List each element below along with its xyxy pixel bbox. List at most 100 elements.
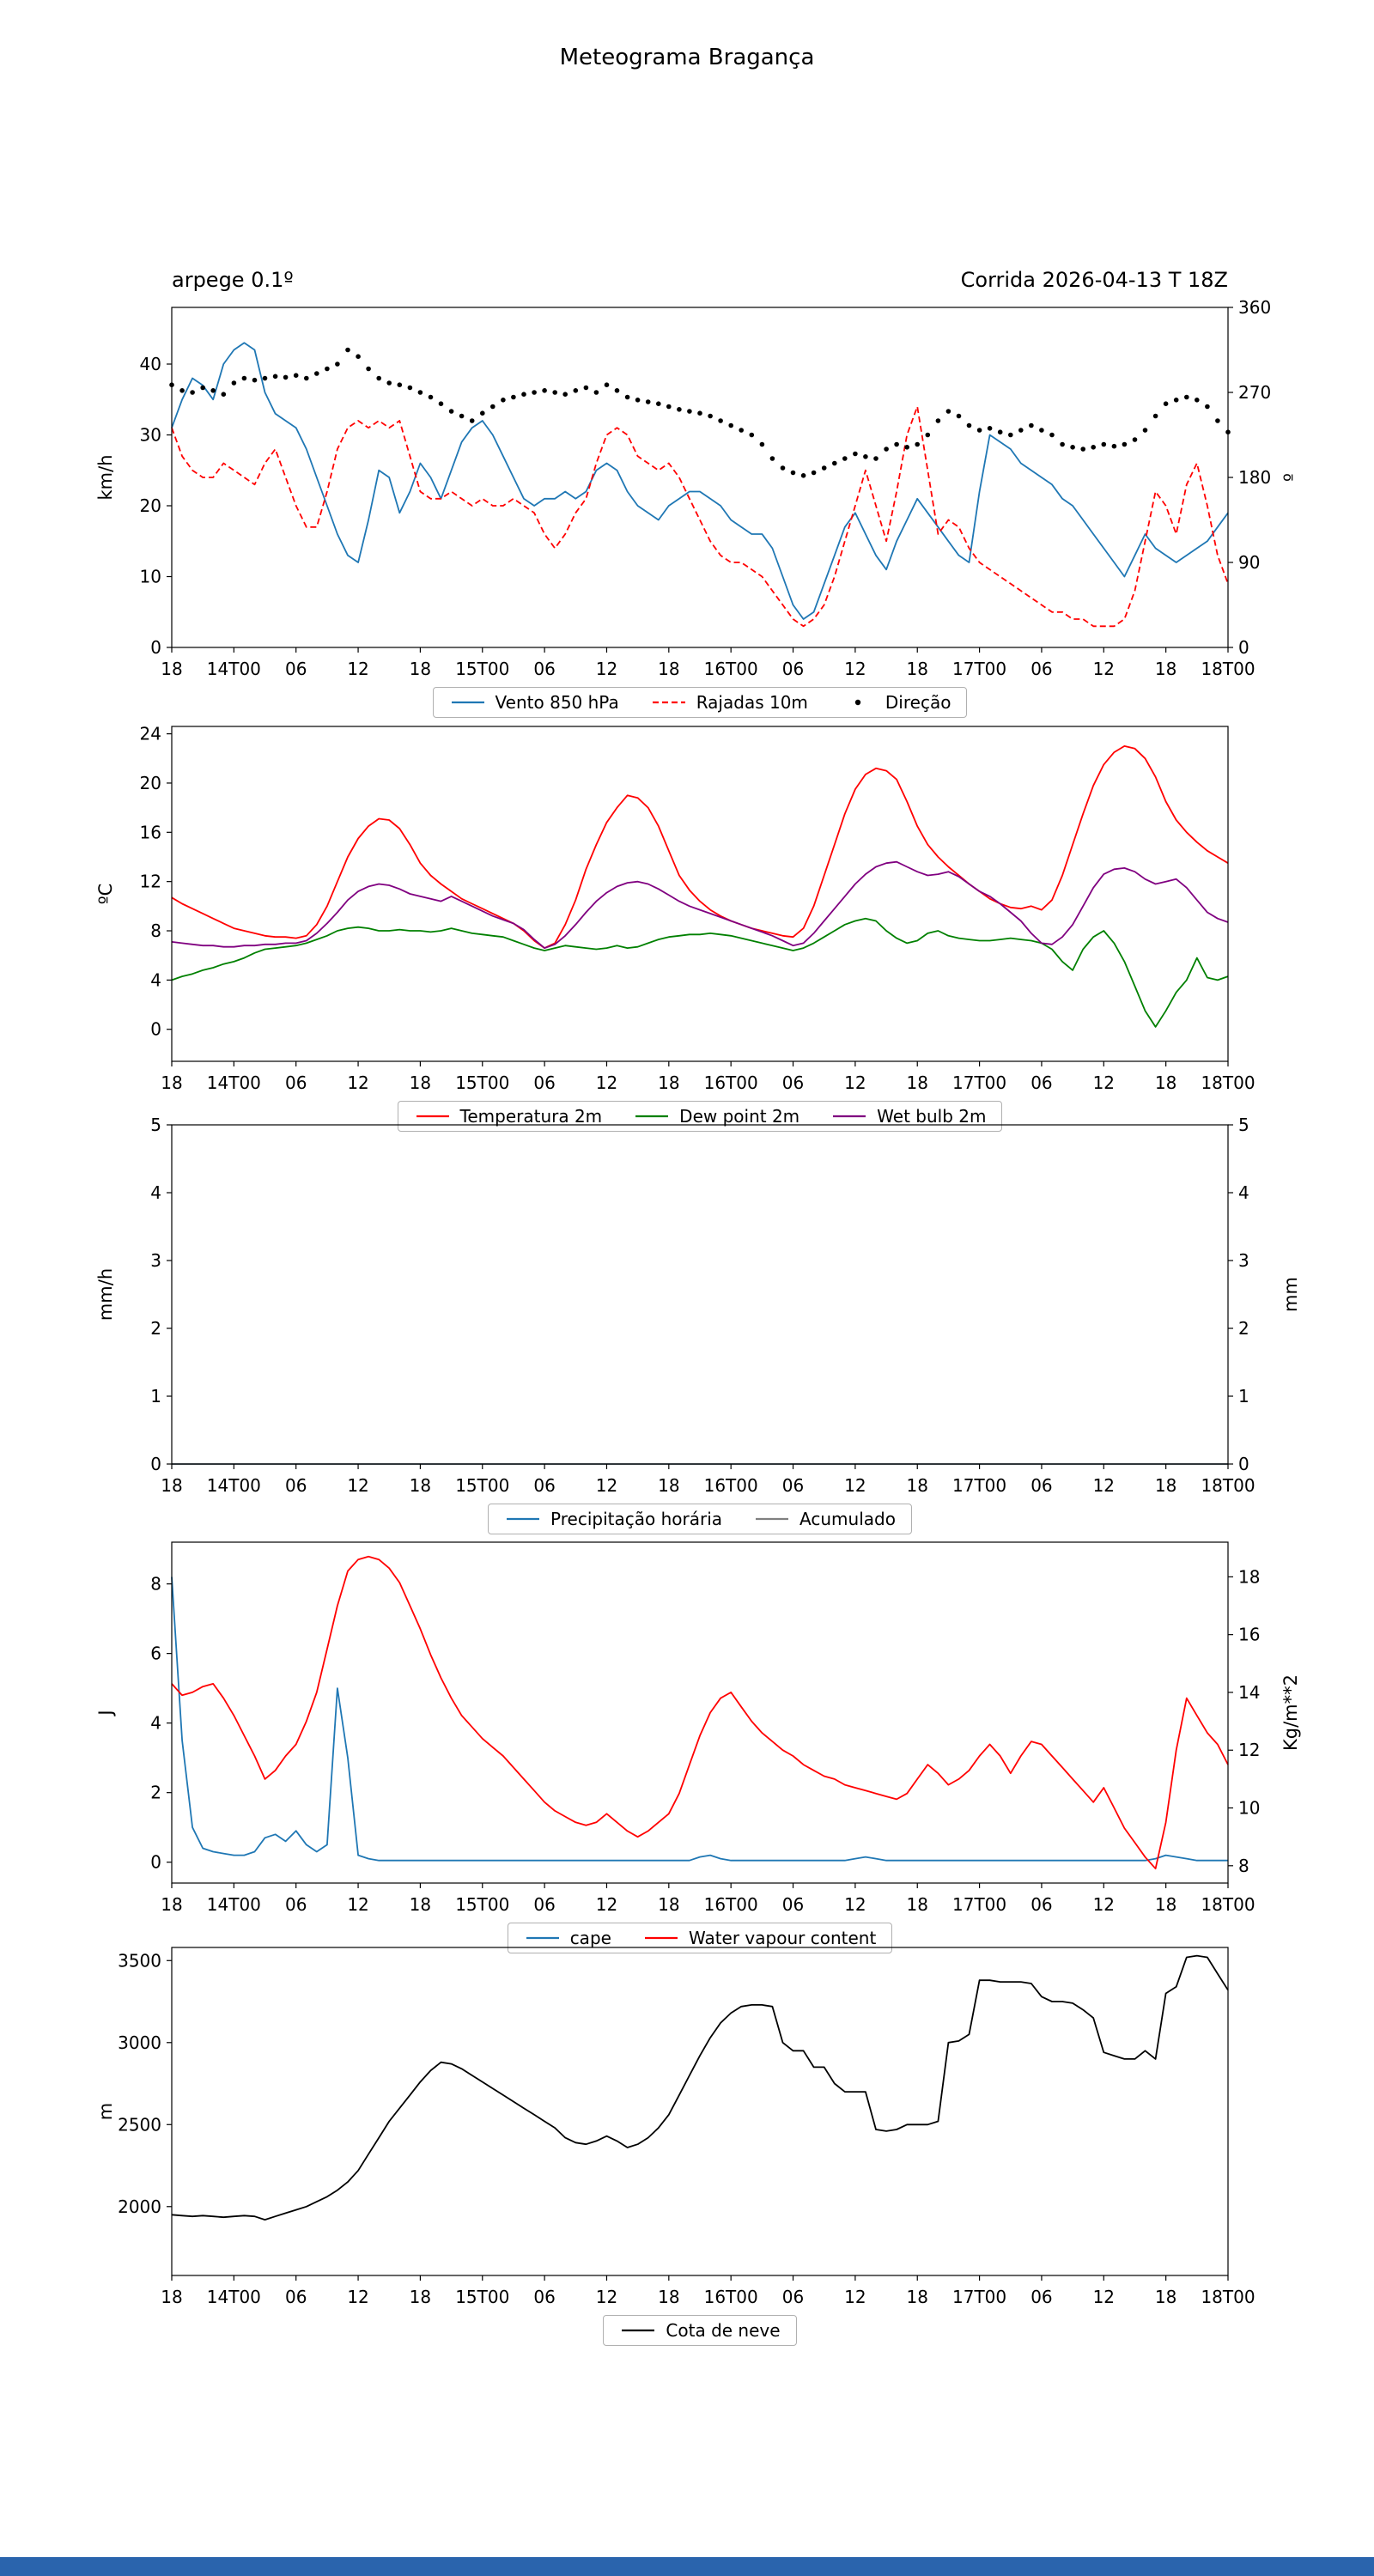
svg-text:3500: 3500 xyxy=(118,1950,161,1971)
legend-sample-cape xyxy=(526,1936,559,1940)
svg-text:18: 18 xyxy=(410,1894,431,1915)
cape-plot: 0 2 4 6 8 8 10 12 14 16 18 18 14T00 06 12 18 15T00 06 12 18… xyxy=(95,1541,1301,1915)
svg-text:15T00: 15T00 xyxy=(455,2287,509,2307)
legend-item-acumulado: Acumulado xyxy=(753,1509,896,1529)
legend-item-dire-o: Direção xyxy=(839,692,951,713)
svg-text:12: 12 xyxy=(347,2287,368,2307)
svg-text:10: 10 xyxy=(1238,1798,1260,1819)
snow-level-chart: 2000 2500 3000 3500 18 14T00 06 12 18 15T00 06 12 18… xyxy=(0,1939,1374,2346)
run-label: Corrida 2026-04-13 T 18Z xyxy=(960,268,1228,292)
svg-text:18: 18 xyxy=(907,1894,928,1915)
svg-text:12: 12 xyxy=(1093,1072,1115,1093)
svg-text:06: 06 xyxy=(285,1072,307,1093)
svg-text:06: 06 xyxy=(782,1894,804,1915)
svg-text:15T00: 15T00 xyxy=(455,1894,509,1915)
svg-text:15T00: 15T00 xyxy=(455,1072,509,1093)
svg-text:06: 06 xyxy=(533,1072,555,1093)
svg-text:18: 18 xyxy=(658,659,679,679)
svg-text:18: 18 xyxy=(1155,1072,1176,1093)
y-axis-label-left: ºC xyxy=(95,884,116,905)
snow-level-legend: Cota de neve xyxy=(172,2315,1228,2346)
svg-text:06: 06 xyxy=(533,659,555,679)
cape-chart: 0 2 4 6 8 8 10 12 14 16 18 18 14T00 06 12 18 15T00 06 12 18… xyxy=(0,1534,1374,1953)
svg-text:18: 18 xyxy=(907,1072,928,1093)
svg-text:17T00: 17T00 xyxy=(952,2287,1006,2307)
svg-text:06: 06 xyxy=(285,659,307,679)
y-axis-label-left: km/h xyxy=(95,454,116,500)
svg-text:0: 0 xyxy=(1238,637,1249,658)
svg-text:16: 16 xyxy=(140,822,161,842)
y-axis-label-right: º xyxy=(1280,473,1301,482)
legend-sample-vento-850-hpa xyxy=(451,701,484,704)
svg-text:1: 1 xyxy=(1238,1386,1249,1406)
svg-text:90: 90 xyxy=(1238,552,1260,573)
svg-text:12: 12 xyxy=(844,1475,866,1496)
temperature-legend: Temperatura 2m Dew point 2m Wet bulb 2m xyxy=(172,1101,1228,1132)
figure-title: Meteograma Bragança xyxy=(559,45,815,70)
svg-text:17T00: 17T00 xyxy=(952,659,1006,679)
svg-text:18: 18 xyxy=(161,2287,182,2307)
precipitation-legend: Precipitação horária Acumulado xyxy=(172,1504,1228,1534)
svg-text:20: 20 xyxy=(140,495,161,516)
svg-text:06: 06 xyxy=(1030,1475,1052,1496)
svg-text:8: 8 xyxy=(150,920,161,941)
svg-text:16T00: 16T00 xyxy=(704,1072,758,1093)
legend-sample-temperatura-2m xyxy=(416,1115,449,1118)
svg-text:18: 18 xyxy=(907,659,928,679)
svg-text:16: 16 xyxy=(1238,1625,1260,1645)
svg-text:18: 18 xyxy=(410,1072,431,1093)
svg-text:12: 12 xyxy=(347,1072,368,1093)
svg-text:270: 270 xyxy=(1238,382,1271,403)
y-axis-label-left: J xyxy=(95,1710,116,1716)
svg-text:18: 18 xyxy=(410,1475,431,1496)
legend-item-cota-de-neve: Cota de neve xyxy=(619,2320,781,2341)
legend-label: Temperatura 2m xyxy=(459,1106,603,1127)
legend-sample-acumulado xyxy=(756,1517,789,1521)
temperature-plot: 0 4 8 12 16 20 24 18 14T00 06 12 18 15T00 06 12 18 16T00… xyxy=(95,724,1255,1093)
legend-label: cape xyxy=(569,1928,611,1948)
svg-text:12: 12 xyxy=(596,2287,617,2307)
svg-text:12: 12 xyxy=(1238,1740,1260,1760)
svg-text:14: 14 xyxy=(1238,1682,1260,1703)
legend-item-water-vapour-content: Water vapour content xyxy=(642,1928,876,1948)
svg-text:12: 12 xyxy=(844,1894,866,1915)
svg-text:14T00: 14T00 xyxy=(207,1894,261,1915)
svg-text:18: 18 xyxy=(658,1475,679,1496)
legend-sample-precipita-o-hor-ria xyxy=(507,1517,540,1521)
svg-text:12: 12 xyxy=(1093,2287,1115,2307)
svg-text:3000: 3000 xyxy=(118,2032,161,2053)
svg-text:14T00: 14T00 xyxy=(207,659,261,679)
svg-text:06: 06 xyxy=(782,2287,804,2307)
svg-text:18: 18 xyxy=(410,659,431,679)
header-row: arpege 0.1º Corrida 2026-04-13 T 18Z xyxy=(172,268,1228,292)
legend-item-dew-point-2m: Dew point 2m xyxy=(633,1106,799,1127)
legend-label: Water vapour content xyxy=(688,1928,877,1948)
legend-item-precipita-o-hor-ria: Precipitação horária xyxy=(504,1509,722,1529)
svg-text:18T00: 18T00 xyxy=(1201,1072,1255,1093)
svg-text:18: 18 xyxy=(907,2287,928,2307)
svg-text:17T00: 17T00 xyxy=(952,1072,1006,1093)
y-axis-label-right: mm xyxy=(1280,1277,1301,1312)
svg-text:12: 12 xyxy=(140,872,161,892)
svg-text:18: 18 xyxy=(161,659,182,679)
svg-text:12: 12 xyxy=(596,1072,617,1093)
svg-text:18: 18 xyxy=(907,1475,928,1496)
svg-text:14T00: 14T00 xyxy=(207,1475,261,1496)
legend-sample-dew-point-2m xyxy=(635,1115,669,1118)
svg-text:18T00: 18T00 xyxy=(1201,1894,1255,1915)
legend-sample-cota-de-neve xyxy=(622,2329,655,2332)
svg-text:2: 2 xyxy=(1238,1318,1249,1339)
svg-text:12: 12 xyxy=(844,2287,866,2307)
svg-text:06: 06 xyxy=(1030,1072,1052,1093)
svg-text:6: 6 xyxy=(150,1643,161,1664)
svg-text:14T00: 14T00 xyxy=(207,1072,261,1093)
svg-text:2: 2 xyxy=(150,1783,161,1803)
svg-text:30: 30 xyxy=(140,425,161,446)
svg-text:12: 12 xyxy=(844,1072,866,1093)
svg-text:18: 18 xyxy=(658,2287,679,2307)
svg-text:8: 8 xyxy=(150,1574,161,1595)
svg-text:2: 2 xyxy=(150,1318,161,1339)
legend-label: Vento 850 hPa xyxy=(495,692,619,713)
svg-text:06: 06 xyxy=(533,1475,555,1496)
